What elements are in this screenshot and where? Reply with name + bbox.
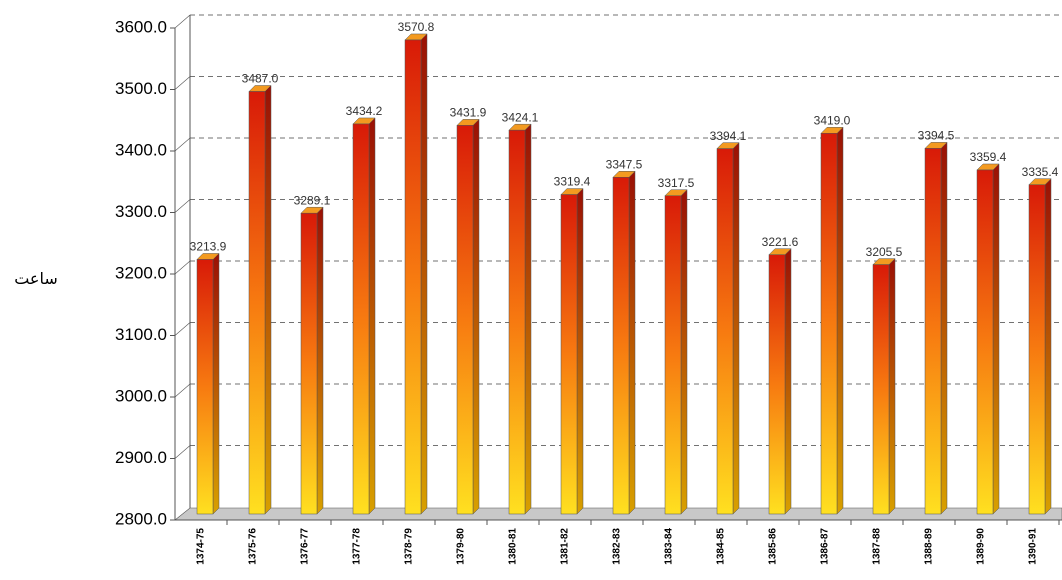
bar-side	[681, 190, 687, 514]
chart: ساعت 2800.0 2900.0 3000.0 3100.0 3200.0 3300.…	[0, 0, 1062, 580]
bar-side	[785, 249, 791, 514]
depth-tick	[175, 200, 190, 213]
value-label: 3359.4	[970, 150, 1007, 164]
bar	[1029, 185, 1045, 514]
bar	[613, 177, 629, 514]
value-label: 3570.8	[398, 20, 435, 34]
x-tick-label: 1384-85	[716, 528, 727, 565]
bar	[301, 213, 317, 514]
bar-side	[629, 171, 635, 514]
bar	[509, 130, 525, 514]
bar	[249, 91, 265, 514]
bar-side	[525, 124, 531, 514]
bar-side	[473, 119, 479, 514]
x-tick-label: 1387-88	[872, 528, 883, 565]
y-tick-label: 3200.0	[115, 263, 167, 282]
bar-side	[577, 189, 583, 514]
bar-side	[317, 207, 323, 514]
bar	[717, 149, 733, 514]
bar-side	[837, 127, 843, 514]
bar-side	[941, 142, 947, 514]
y-tick-label: 3300.0	[115, 202, 167, 221]
bar	[457, 125, 473, 514]
value-label: 3319.4	[554, 175, 591, 189]
x-tick-label: 1386-87	[820, 528, 831, 565]
bar	[925, 148, 941, 514]
value-label: 3394.5	[918, 129, 955, 143]
bar	[769, 255, 785, 514]
value-label: 3205.5	[866, 245, 903, 259]
value-label: 3434.2	[346, 104, 383, 118]
value-label: 3221.6	[762, 235, 799, 249]
x-tick-label: 1383-84	[664, 528, 675, 565]
value-label: 3424.1	[502, 110, 539, 124]
value-label: 3289.1	[294, 193, 331, 207]
bar-side	[265, 85, 271, 514]
bar	[977, 170, 993, 514]
x-tick-label: 1385-86	[768, 528, 779, 565]
x-tick-label: 1388-89	[924, 528, 935, 565]
x-tick-label: 1374-75	[196, 528, 207, 565]
bar	[197, 259, 213, 514]
x-tick-label: 1390-91	[1028, 528, 1039, 565]
bar-side	[889, 259, 895, 514]
depth-tick	[175, 261, 190, 274]
bar-side	[421, 34, 427, 514]
bar-side	[369, 118, 375, 514]
y-tick-label: 3500.0	[115, 79, 167, 98]
y-axis-label: ساعت	[14, 271, 58, 288]
y-tick-label: 3600.0	[115, 17, 167, 36]
value-label: 3419.0	[814, 113, 851, 127]
x-tick-label: 1377-78	[352, 528, 363, 565]
y-tick-label: 2800.0	[115, 509, 167, 528]
bar	[873, 265, 889, 514]
y-tick-label: 3000.0	[115, 386, 167, 405]
bar	[405, 40, 421, 514]
value-label: 3431.9	[450, 106, 487, 120]
value-label: 3347.5	[606, 157, 643, 171]
x-tick-label: 1376-77	[300, 528, 311, 565]
value-label: 3317.5	[658, 176, 695, 190]
bar-side	[1045, 179, 1051, 514]
x-tick-label: 1378-79	[404, 528, 415, 565]
bar-side	[733, 143, 739, 514]
y-tick-label: 2900.0	[115, 448, 167, 467]
x-tick-label: 1389-90	[976, 528, 987, 565]
x-tick-label: 1379-80	[456, 528, 467, 565]
bar	[665, 196, 681, 514]
depth-tick	[175, 77, 190, 90]
bar	[821, 133, 837, 514]
y-tick-label: 3100.0	[115, 325, 167, 344]
bar	[561, 195, 577, 514]
value-label: 3335.4	[1022, 165, 1059, 179]
y-tick-label: 3400.0	[115, 140, 167, 159]
x-tick-label: 1381-82	[560, 528, 571, 565]
bar	[353, 124, 369, 514]
value-label: 3213.9	[190, 240, 227, 254]
x-tick-label: 1375-76	[248, 528, 259, 565]
value-label: 3487.0	[242, 72, 279, 86]
x-tick-label: 1380-81	[508, 528, 519, 565]
value-label: 3394.1	[710, 129, 747, 143]
bar-side	[993, 164, 999, 514]
depth-tick	[175, 384, 190, 397]
depth-tick	[175, 323, 190, 336]
depth-tick	[175, 446, 190, 459]
depth-tick	[175, 15, 190, 28]
bar-side	[213, 253, 219, 514]
x-tick-label: 1382-83	[612, 528, 623, 565]
depth-tick	[175, 138, 190, 151]
